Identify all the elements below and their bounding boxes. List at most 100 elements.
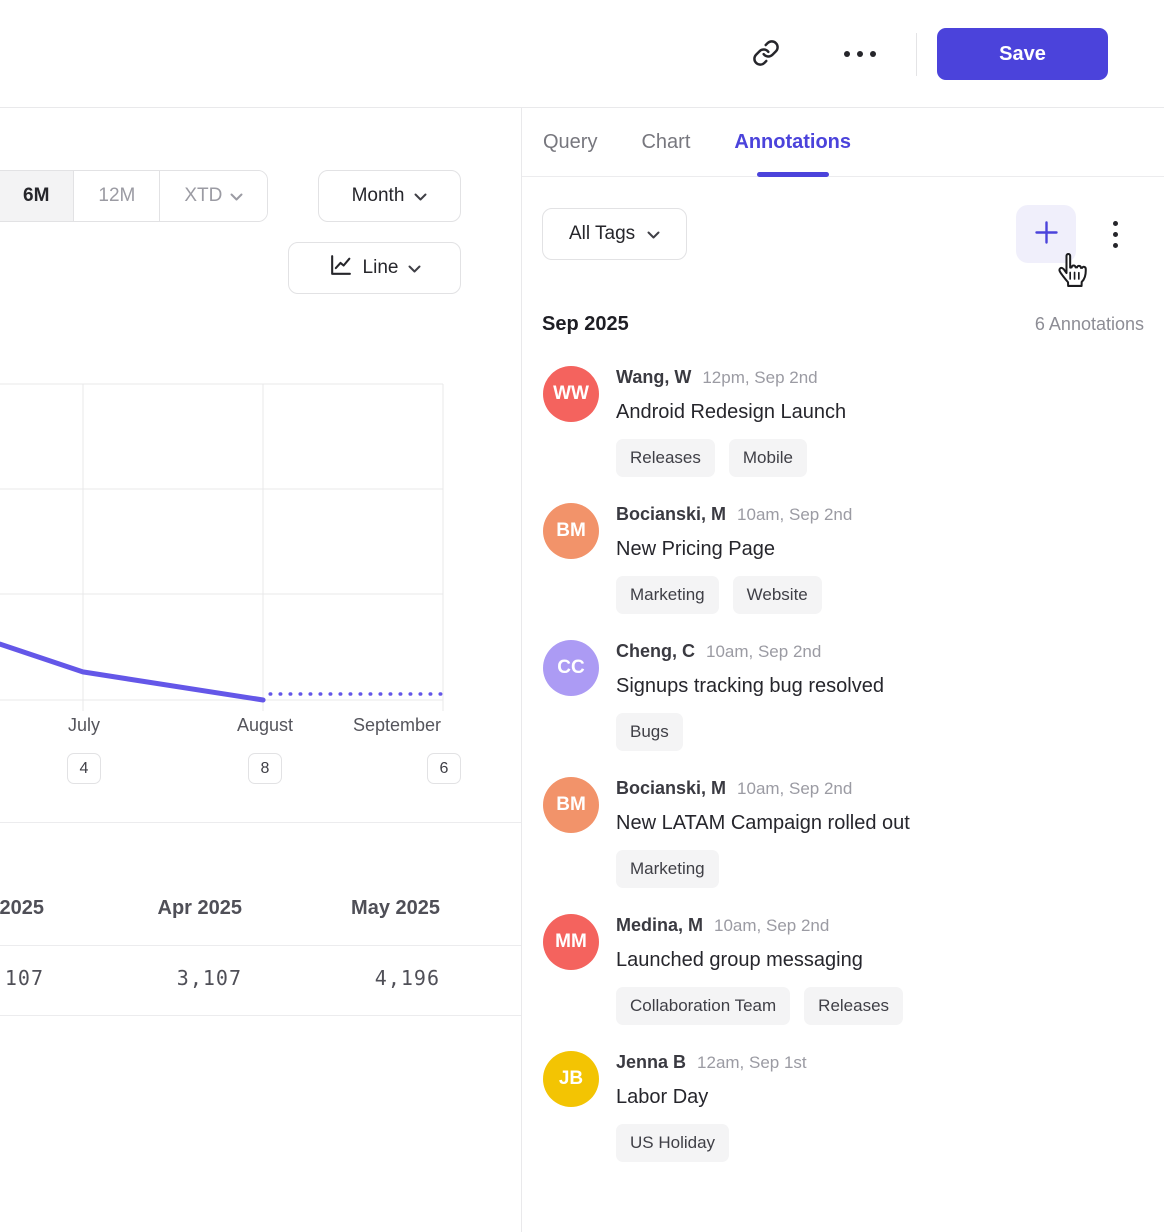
column-header: May 2025 <box>351 897 440 919</box>
cursor-pointer-icon <box>1052 251 1090 298</box>
annotation-count-badge-september[interactable]: 6 <box>427 753 461 784</box>
link-icon <box>752 39 780 70</box>
annotation-tag: US Holiday <box>616 1124 730 1162</box>
avatar: BM <box>543 777 599 833</box>
line-chart: July August September 4 8 6 <box>0 370 521 800</box>
annotation-timestamp: 12am, Sep 1st <box>697 1053 807 1072</box>
annotation-tag: Mobile <box>728 439 807 477</box>
annotation-timestamp: 10am, Sep 2nd <box>737 505 853 524</box>
panel-tabs: Query Chart Annotations <box>522 108 1164 177</box>
cell-value: 4,196 <box>374 966 440 990</box>
avatar: MM <box>543 914 599 970</box>
annotation-title: Android Redesign Launch <box>616 401 847 423</box>
annotation-item[interactable]: MM Medina, M 10am, Sep 2nd Launched grou… <box>543 914 1144 1025</box>
annotation-title: Launched group messaging <box>616 949 863 971</box>
ellipsis-icon <box>844 51 876 57</box>
annotations-menu-button[interactable] <box>1100 214 1130 254</box>
annotation-tags: Bugs <box>616 713 884 751</box>
table-border <box>0 1015 521 1016</box>
annotations-count: 6 Annotations <box>1034 314 1144 334</box>
annotation-count-badge-july[interactable]: 4 <box>67 753 101 784</box>
annotation-body: Bocianski, M 10am, Sep 2nd New LATAM Cam… <box>616 777 910 888</box>
annotation-tag: Bugs <box>616 713 683 751</box>
annotation-tags: Marketing <box>616 850 910 888</box>
annotation-count-badge-august[interactable]: 8 <box>248 753 282 784</box>
annotation-title: New Pricing Page <box>616 538 775 560</box>
header-border <box>0 107 1164 108</box>
annotation-tag: Marketing <box>616 576 719 614</box>
plus-icon <box>1033 219 1060 249</box>
add-annotation-button[interactable] <box>1016 205 1087 287</box>
avatar: WW <box>543 366 599 422</box>
annotation-tags: US Holiday <box>616 1124 807 1162</box>
tab-annotations[interactable]: Annotations <box>734 108 851 177</box>
granularity-dropdown[interactable]: Month <box>318 170 461 222</box>
annotation-item[interactable]: BM Bocianski, M 10am, Sep 2nd New LATAM … <box>543 777 1144 888</box>
x-axis-label-july: July <box>67 715 100 735</box>
chart-type-label: Line <box>362 257 399 278</box>
annotation-tags: Releases Mobile <box>616 439 846 477</box>
annotation-tag: Releases <box>804 987 904 1025</box>
range-12m-button[interactable]: 12M <box>74 171 161 221</box>
x-axis-label-august: August <box>236 715 294 735</box>
line-chart-icon <box>328 253 353 284</box>
date-range-segmented-control: 6M 12M XTD <box>0 170 269 222</box>
annotation-item[interactable]: JB Jenna B 12am, Sep 1st Labor Day US Ho… <box>543 1051 1144 1162</box>
avatar: BM <box>543 503 599 559</box>
annotations-list: WW Wang, W 12pm, Sep 2nd Android Redesig… <box>543 366 1144 1162</box>
annotation-timestamp: 10am, Sep 2nd <box>706 642 822 661</box>
annotation-author: Wang, W <box>616 367 692 387</box>
chevron-down-icon <box>230 185 243 207</box>
tab-query[interactable]: Query <box>543 108 597 177</box>
toolbar-divider <box>916 33 917 76</box>
range-xtd-button[interactable]: XTD <box>160 171 268 221</box>
all-tags-label: All Tags <box>569 223 636 244</box>
line-chart-canvas <box>0 383 445 711</box>
annotation-item[interactable]: CC Cheng, C 10am, Sep 2nd Signups tracki… <box>543 640 1144 751</box>
table-border <box>0 945 521 946</box>
annotation-title: Signups tracking bug resolved <box>616 675 884 697</box>
annotation-tag: Marketing <box>616 850 719 888</box>
annotations-toolbar: All Tags <box>542 205 1144 287</box>
annotation-author: Medina, M <box>616 915 704 935</box>
chart-type-dropdown[interactable]: Line <box>288 242 461 294</box>
annotation-item[interactable]: BM Bocianski, M 10am, Sep 2nd New Pricin… <box>543 503 1144 614</box>
avatar: JB <box>543 1051 599 1107</box>
annotation-body: Cheng, C 10am, Sep 2nd Signups tracking … <box>616 640 884 751</box>
granularity-label: Month <box>351 185 405 206</box>
annotation-item[interactable]: WW Wang, W 12pm, Sep 2nd Android Redesig… <box>543 366 1144 477</box>
annotations-group-header: Sep 2025 6 Annotations <box>542 313 1144 336</box>
more-options-button[interactable] <box>840 34 880 74</box>
annotation-body: Medina, M 10am, Sep 2nd Launched group m… <box>616 914 904 1025</box>
annotation-tags: Collaboration Team Releases <box>616 987 904 1025</box>
annotation-body: Bocianski, M 10am, Sep 2nd New Pricing P… <box>616 503 852 614</box>
annotation-title: Labor Day <box>616 1086 709 1108</box>
table-border <box>0 822 521 823</box>
chevron-down-icon <box>414 185 427 207</box>
chevron-down-icon <box>408 257 421 279</box>
x-axis-label-september: September <box>352 715 442 735</box>
avatar: CC <box>543 640 599 696</box>
annotation-tag: Collaboration Team <box>616 987 791 1025</box>
annotation-tags: Marketing Website <box>616 576 852 614</box>
annotation-tag: Website <box>732 576 822 614</box>
top-bar: Save <box>0 0 1164 107</box>
all-tags-dropdown[interactable]: All Tags <box>542 208 688 260</box>
save-button[interactable]: Save <box>937 28 1108 80</box>
annotation-author: Bocianski, M <box>616 504 727 524</box>
range-6m-button[interactable]: 6M <box>0 171 75 221</box>
chevron-down-icon <box>647 223 660 245</box>
column-header: Apr 2025 <box>157 897 243 919</box>
cell-value: 107 <box>4 966 44 990</box>
range-xtd-label: XTD <box>184 185 223 206</box>
annotation-body: Wang, W 12pm, Sep 2nd Android Redesign L… <box>616 366 846 477</box>
annotation-author: Jenna B <box>616 1052 687 1072</box>
column-header: 2025 <box>0 897 44 919</box>
annotation-body: Jenna B 12am, Sep 1st Labor Day US Holid… <box>616 1051 807 1162</box>
tab-chart[interactable]: Chart <box>641 108 690 177</box>
chart-panel: 6M 12M XTD Month Line <box>0 0 521 1232</box>
annotation-title: New LATAM Campaign rolled out <box>616 812 910 834</box>
copy-link-button[interactable] <box>746 34 786 74</box>
annotations-panel: Query Chart Annotations All Tags <box>521 108 1164 1232</box>
cell-value: 3,107 <box>176 966 242 990</box>
